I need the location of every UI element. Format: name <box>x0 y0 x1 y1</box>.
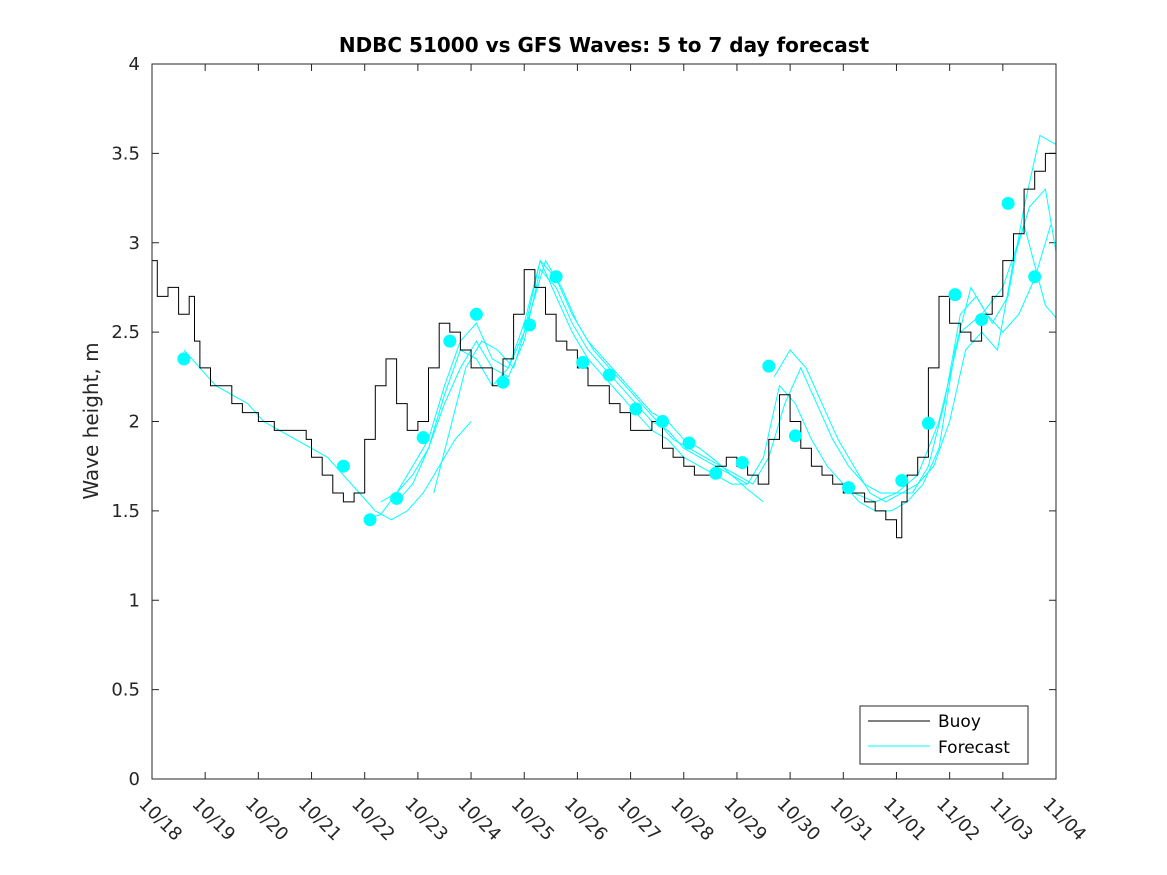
forecast-marker <box>177 352 191 366</box>
forecast-line-2 <box>364 259 764 521</box>
forecast-markers <box>177 196 1042 527</box>
forecast-marker <box>416 431 430 445</box>
y-tick-label: 2 <box>129 412 140 433</box>
forecast-marker <box>788 429 802 443</box>
forecast-marker <box>496 375 510 389</box>
y-tick-label: 1 <box>129 590 140 611</box>
forecast-marker <box>390 491 404 505</box>
forecast-marker <box>735 456 749 470</box>
forecast-marker <box>549 270 563 284</box>
y-tick-label: 3 <box>129 233 140 254</box>
forecast-marker <box>629 402 643 416</box>
forecast-marker <box>1028 270 1042 284</box>
forecast-marker <box>762 359 776 373</box>
axes-box <box>151 63 1057 780</box>
forecast-marker <box>842 481 856 495</box>
y-axis-label: Wave height, m <box>79 342 103 499</box>
forecast-marker <box>576 356 590 369</box>
forecast-line-4 <box>396 224 1052 512</box>
forecast-marker <box>975 313 989 327</box>
forecast-line-3 <box>380 268 748 503</box>
legend-box <box>859 705 1029 765</box>
forecast-marker <box>948 288 962 302</box>
forecast-marker <box>1001 196 1015 210</box>
axes-background <box>152 64 1056 779</box>
buoy-series <box>151 152 1056 539</box>
forecast-marker <box>602 368 616 382</box>
y-tick-label: 0.5 <box>111 680 140 701</box>
y-tick-label: 3.5 <box>111 143 140 164</box>
forecast-marker <box>363 513 377 527</box>
forecast-marker <box>523 318 537 332</box>
y-tick-label: 1.5 <box>111 501 140 522</box>
y-tick-label: 2.5 <box>111 322 140 343</box>
y-tick-label: 4 <box>129 54 140 75</box>
forecast-marker <box>682 436 696 450</box>
forecast-marker <box>469 307 483 321</box>
forecast-marker <box>443 334 457 348</box>
forecast-marker <box>336 459 350 473</box>
forecast-marker <box>921 416 935 430</box>
forecast-marker <box>656 415 669 428</box>
y-tick-label: 0 <box>129 769 140 790</box>
buoy-line <box>151 152 1056 539</box>
forecast-marker <box>895 474 909 487</box>
legend: Buoy Forecast <box>859 705 1029 765</box>
forecast-marker <box>709 466 723 480</box>
legend-buoy-label: Buoy <box>938 712 981 732</box>
chart-title: NDBC 51000 vs GFS Waves: 5 to 7 day fore… <box>339 33 870 57</box>
legend-forecast-label: Forecast <box>938 738 1010 758</box>
plot-area <box>152 64 1056 779</box>
